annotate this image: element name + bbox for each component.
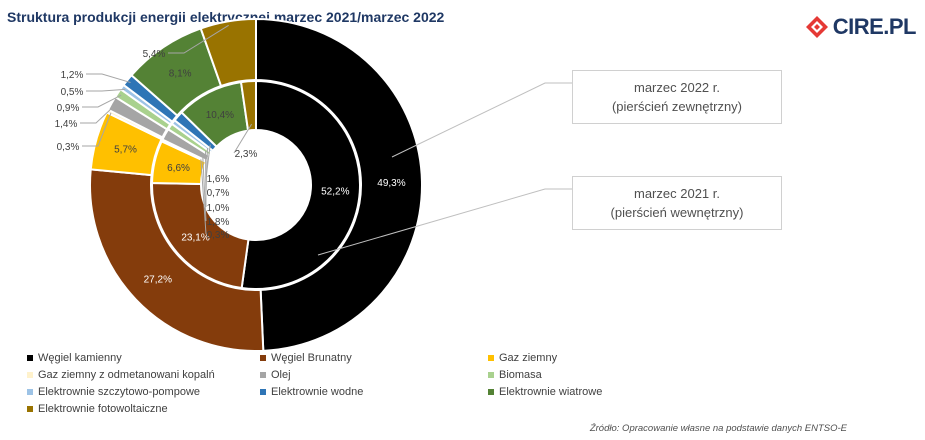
legend-swatch [488, 372, 494, 378]
legend-swatch [27, 355, 33, 361]
inner-slice-0 [240, 79, 361, 290]
legend-item: Elektrownie fotowoltaiczne [27, 403, 168, 415]
callout-outer-line2: (pierścień zewnętrzny) [611, 99, 743, 114]
legend-swatch [27, 406, 33, 412]
inner-slice-label-8: 10,4% [206, 110, 234, 121]
outer-slice-label-2: 5,7% [114, 144, 137, 155]
legend-swatch [260, 355, 266, 361]
logo-text: CIRE.PL [832, 14, 917, 39]
legend-label: Węgiel kamienny [38, 352, 122, 364]
legend-label: Biomasa [499, 369, 542, 381]
inner-slice-label-4: 1,8% [207, 217, 230, 228]
outer-leader-line-6 [86, 88, 126, 92]
legend-label: Elektrownie wiatrowe [499, 386, 603, 398]
inner-leader-line-7 [205, 144, 211, 179]
cire-logo: CIRE.PL [805, 14, 917, 40]
legend-item: Węgiel kamienny [27, 352, 122, 364]
legend-swatch [488, 355, 494, 361]
callout-inner-ring: marzec 2021 r. (pierścień wewnętrzny) [572, 176, 782, 230]
inner-slice-label-7: 1,6% [207, 174, 230, 185]
legend-swatch [27, 389, 33, 395]
legend-label: Gaz ziemny [499, 352, 558, 364]
outer-slice-label-6: 0,5% [61, 87, 84, 98]
outer-slice-label-9: 5,4% [143, 49, 166, 60]
callout-inner-connector [317, 188, 572, 256]
inner-slice-label-6: 0,7% [207, 188, 230, 199]
callout-outer-line1: marzec 2022 r. [634, 80, 720, 95]
outer-leader-line-5 [82, 94, 122, 108]
outer-slice-label-7: 1,2% [61, 70, 84, 81]
outer-leader-line-3 [82, 112, 112, 147]
legend-label: Elektrownie fotowoltaiczne [38, 403, 168, 415]
callout-outer-ring: marzec 2022 r. (pierścień zewnętrzny) [572, 70, 782, 124]
outer-leader-line-4 [80, 104, 116, 124]
outer-slice-label-1: 27,2% [144, 274, 172, 285]
inner-leader-line-4 [202, 155, 207, 222]
inner-slice-1 [151, 182, 250, 290]
outer-slice-label-8: 8,1% [169, 69, 192, 80]
legend-item: Olej [260, 369, 291, 381]
legend-label: Elektrownie wodne [271, 386, 364, 398]
inner-slice-9 [239, 79, 257, 132]
outer-leader-line-9 [168, 24, 229, 54]
inner-leader-line-9 [233, 123, 253, 154]
doughnut-chart: 49,3% 27,2% 5,7% 0,3% 1,4% 0,9% 0,5% 1,2% 8,1%5,… [55, 17, 572, 350]
legend-item: Biomasa [488, 369, 542, 381]
logo-mark-icon [805, 16, 828, 38]
callout-inner-line1: marzec 2021 r. [634, 186, 720, 201]
callout-outer-connector [391, 82, 572, 158]
outer-slice-label-3: 0,3% [57, 142, 80, 153]
inner-leader-line-3 [200, 158, 207, 235]
legend-item: Elektrownie wodne [260, 386, 363, 398]
legend-swatch [260, 372, 266, 378]
inner-slice-label-1: 23,1% [181, 233, 209, 244]
legend-swatch [260, 389, 266, 395]
outer-slice-label-4: 1,4% [55, 119, 78, 130]
legend-item: Węgiel Brunatny [260, 352, 352, 364]
legend-item: Gaz ziemny [488, 352, 557, 364]
legend-item: Elektrownie wiatrowe [488, 386, 602, 398]
legend-label: Elektrownie szczytowo-pompowe [38, 386, 201, 398]
legend-label: Olej [271, 369, 291, 381]
inner-slice-label-5: 1,0% [207, 203, 230, 214]
outer-slice-label-0: 49,3% [377, 178, 405, 189]
legend-item: Gaz ziemny z odmetanowani kopalń [27, 369, 215, 381]
legend-label: Gaz ziemny z odmetanowani kopalń [38, 369, 215, 381]
legend-item: Elektrownie szczytowo-pompowe [27, 386, 200, 398]
source-note: Źródło: Opracowanie własne na podstawie … [589, 423, 847, 434]
outer-slice-label-5: 0,9% [57, 103, 80, 114]
inner-slice-label-9: 2,3% [235, 149, 258, 160]
legend-swatch [488, 389, 494, 395]
legend-swatch [27, 372, 33, 378]
outer-leader-line-7 [86, 73, 131, 84]
chart-title: Struktura produkcji energii elektrycznej… [7, 9, 445, 25]
inner-slice-label-3: 0,3% [207, 230, 230, 241]
inner-slice-label-0: 52,2% [321, 186, 349, 197]
legend-label: Węgiel Brunatny [271, 352, 352, 364]
callout-inner-line2: (pierścień wewnętrzny) [610, 205, 744, 220]
inner-slice-label-2: 6,6% [167, 163, 190, 174]
